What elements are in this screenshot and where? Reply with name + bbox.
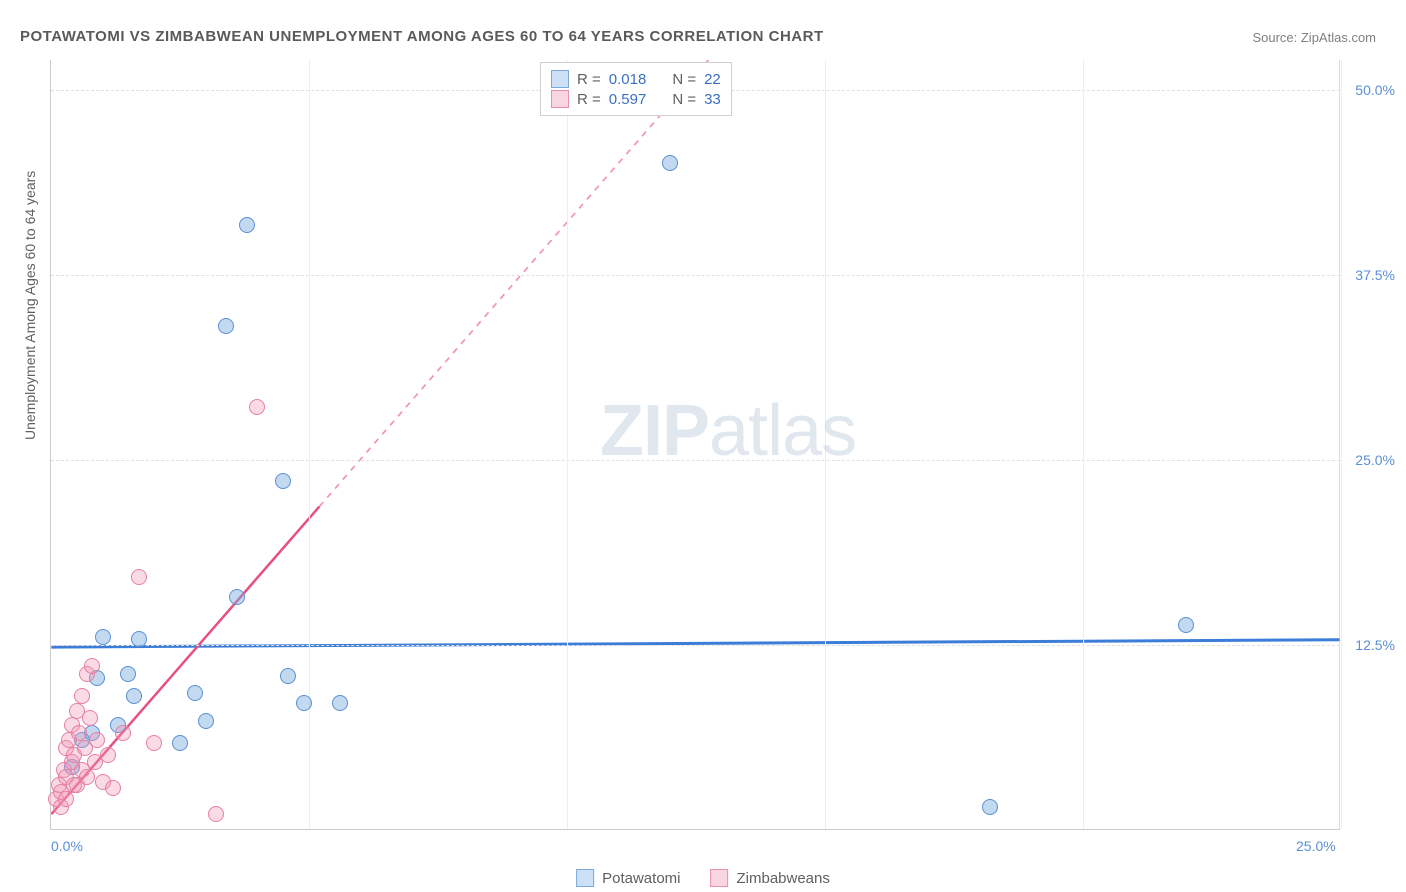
data-point-potawatomi xyxy=(229,589,245,605)
data-point-potawatomi xyxy=(239,217,255,233)
legend-label: Zimbabweans xyxy=(736,870,829,887)
legend-swatch xyxy=(551,70,569,88)
data-point-zimbabweans xyxy=(100,747,116,763)
stats-legend: R = 0.018 N = 22 R = 0.597 N = 33 xyxy=(540,62,732,116)
data-point-potawatomi xyxy=(131,631,147,647)
r-label: R = xyxy=(577,71,601,88)
n-label: N = xyxy=(672,71,696,88)
gridline-v xyxy=(567,60,568,829)
x-tick-label: 0.0% xyxy=(51,838,83,854)
data-point-potawatomi xyxy=(275,473,291,489)
trend-line-dash-zimbabweans xyxy=(319,60,721,507)
data-point-zimbabweans xyxy=(249,399,265,415)
gridline-h xyxy=(51,460,1340,461)
data-point-potawatomi xyxy=(95,629,111,645)
data-point-potawatomi xyxy=(218,318,234,334)
data-point-potawatomi xyxy=(1178,617,1194,633)
gridline-h xyxy=(51,645,1340,646)
y-tick-label: 12.5% xyxy=(1355,637,1395,653)
data-point-zimbabweans xyxy=(131,569,147,585)
series-legend: Potawatomi Zimbabweans xyxy=(576,869,830,887)
legend-swatch xyxy=(576,869,594,887)
trend-lines-layer xyxy=(51,60,1340,829)
data-point-zimbabweans xyxy=(208,806,224,822)
y-tick-label: 25.0% xyxy=(1355,452,1395,468)
data-point-potawatomi xyxy=(126,688,142,704)
legend-swatch xyxy=(551,90,569,108)
trend-line-potawatomi xyxy=(51,640,1339,647)
n-value: 33 xyxy=(704,91,721,108)
gridline-v xyxy=(1083,60,1084,829)
data-point-potawatomi xyxy=(662,155,678,171)
gridline-h xyxy=(51,275,1340,276)
stats-legend-row: R = 0.018 N = 22 xyxy=(551,70,721,88)
y-axis-title: Unemployment Among Ages 60 to 64 years xyxy=(22,171,38,440)
data-point-potawatomi xyxy=(120,666,136,682)
data-point-zimbabweans xyxy=(115,725,131,741)
scatter-plot: 12.5%25.0%37.5%50.0%0.0%25.0% xyxy=(50,60,1340,830)
data-point-potawatomi xyxy=(296,695,312,711)
r-value: 0.597 xyxy=(609,91,647,108)
y-tick-label: 37.5% xyxy=(1355,267,1395,283)
gridline-v xyxy=(825,60,826,829)
data-point-potawatomi xyxy=(172,735,188,751)
gridline-v xyxy=(1341,60,1342,829)
data-point-zimbabweans xyxy=(82,710,98,726)
n-value: 22 xyxy=(704,71,721,88)
data-point-zimbabweans xyxy=(66,777,82,793)
data-point-potawatomi xyxy=(187,685,203,701)
legend-item: Potawatomi xyxy=(576,869,680,887)
gridline-v xyxy=(309,60,310,829)
data-point-potawatomi xyxy=(280,668,296,684)
source-label: Source: ZipAtlas.com xyxy=(1252,30,1376,45)
data-point-zimbabweans xyxy=(89,732,105,748)
data-point-zimbabweans xyxy=(105,780,121,796)
legend-swatch xyxy=(710,869,728,887)
stats-legend-row: R = 0.597 N = 33 xyxy=(551,90,721,108)
data-point-zimbabweans xyxy=(58,791,74,807)
data-point-zimbabweans xyxy=(71,725,87,741)
x-tick-label: 25.0% xyxy=(1296,838,1336,854)
n-label: N = xyxy=(672,91,696,108)
chart-title: POTAWATOMI VS ZIMBABWEAN UNEMPLOYMENT AM… xyxy=(20,28,824,45)
data-point-zimbabweans xyxy=(84,658,100,674)
r-value: 0.018 xyxy=(609,71,647,88)
data-point-potawatomi xyxy=(982,799,998,815)
legend-label: Potawatomi xyxy=(602,870,680,887)
r-label: R = xyxy=(577,91,601,108)
data-point-potawatomi xyxy=(332,695,348,711)
right-border xyxy=(1339,60,1340,829)
y-tick-label: 50.0% xyxy=(1355,82,1395,98)
data-point-zimbabweans xyxy=(146,735,162,751)
data-point-zimbabweans xyxy=(74,688,90,704)
data-point-potawatomi xyxy=(198,713,214,729)
legend-item: Zimbabweans xyxy=(710,869,829,887)
